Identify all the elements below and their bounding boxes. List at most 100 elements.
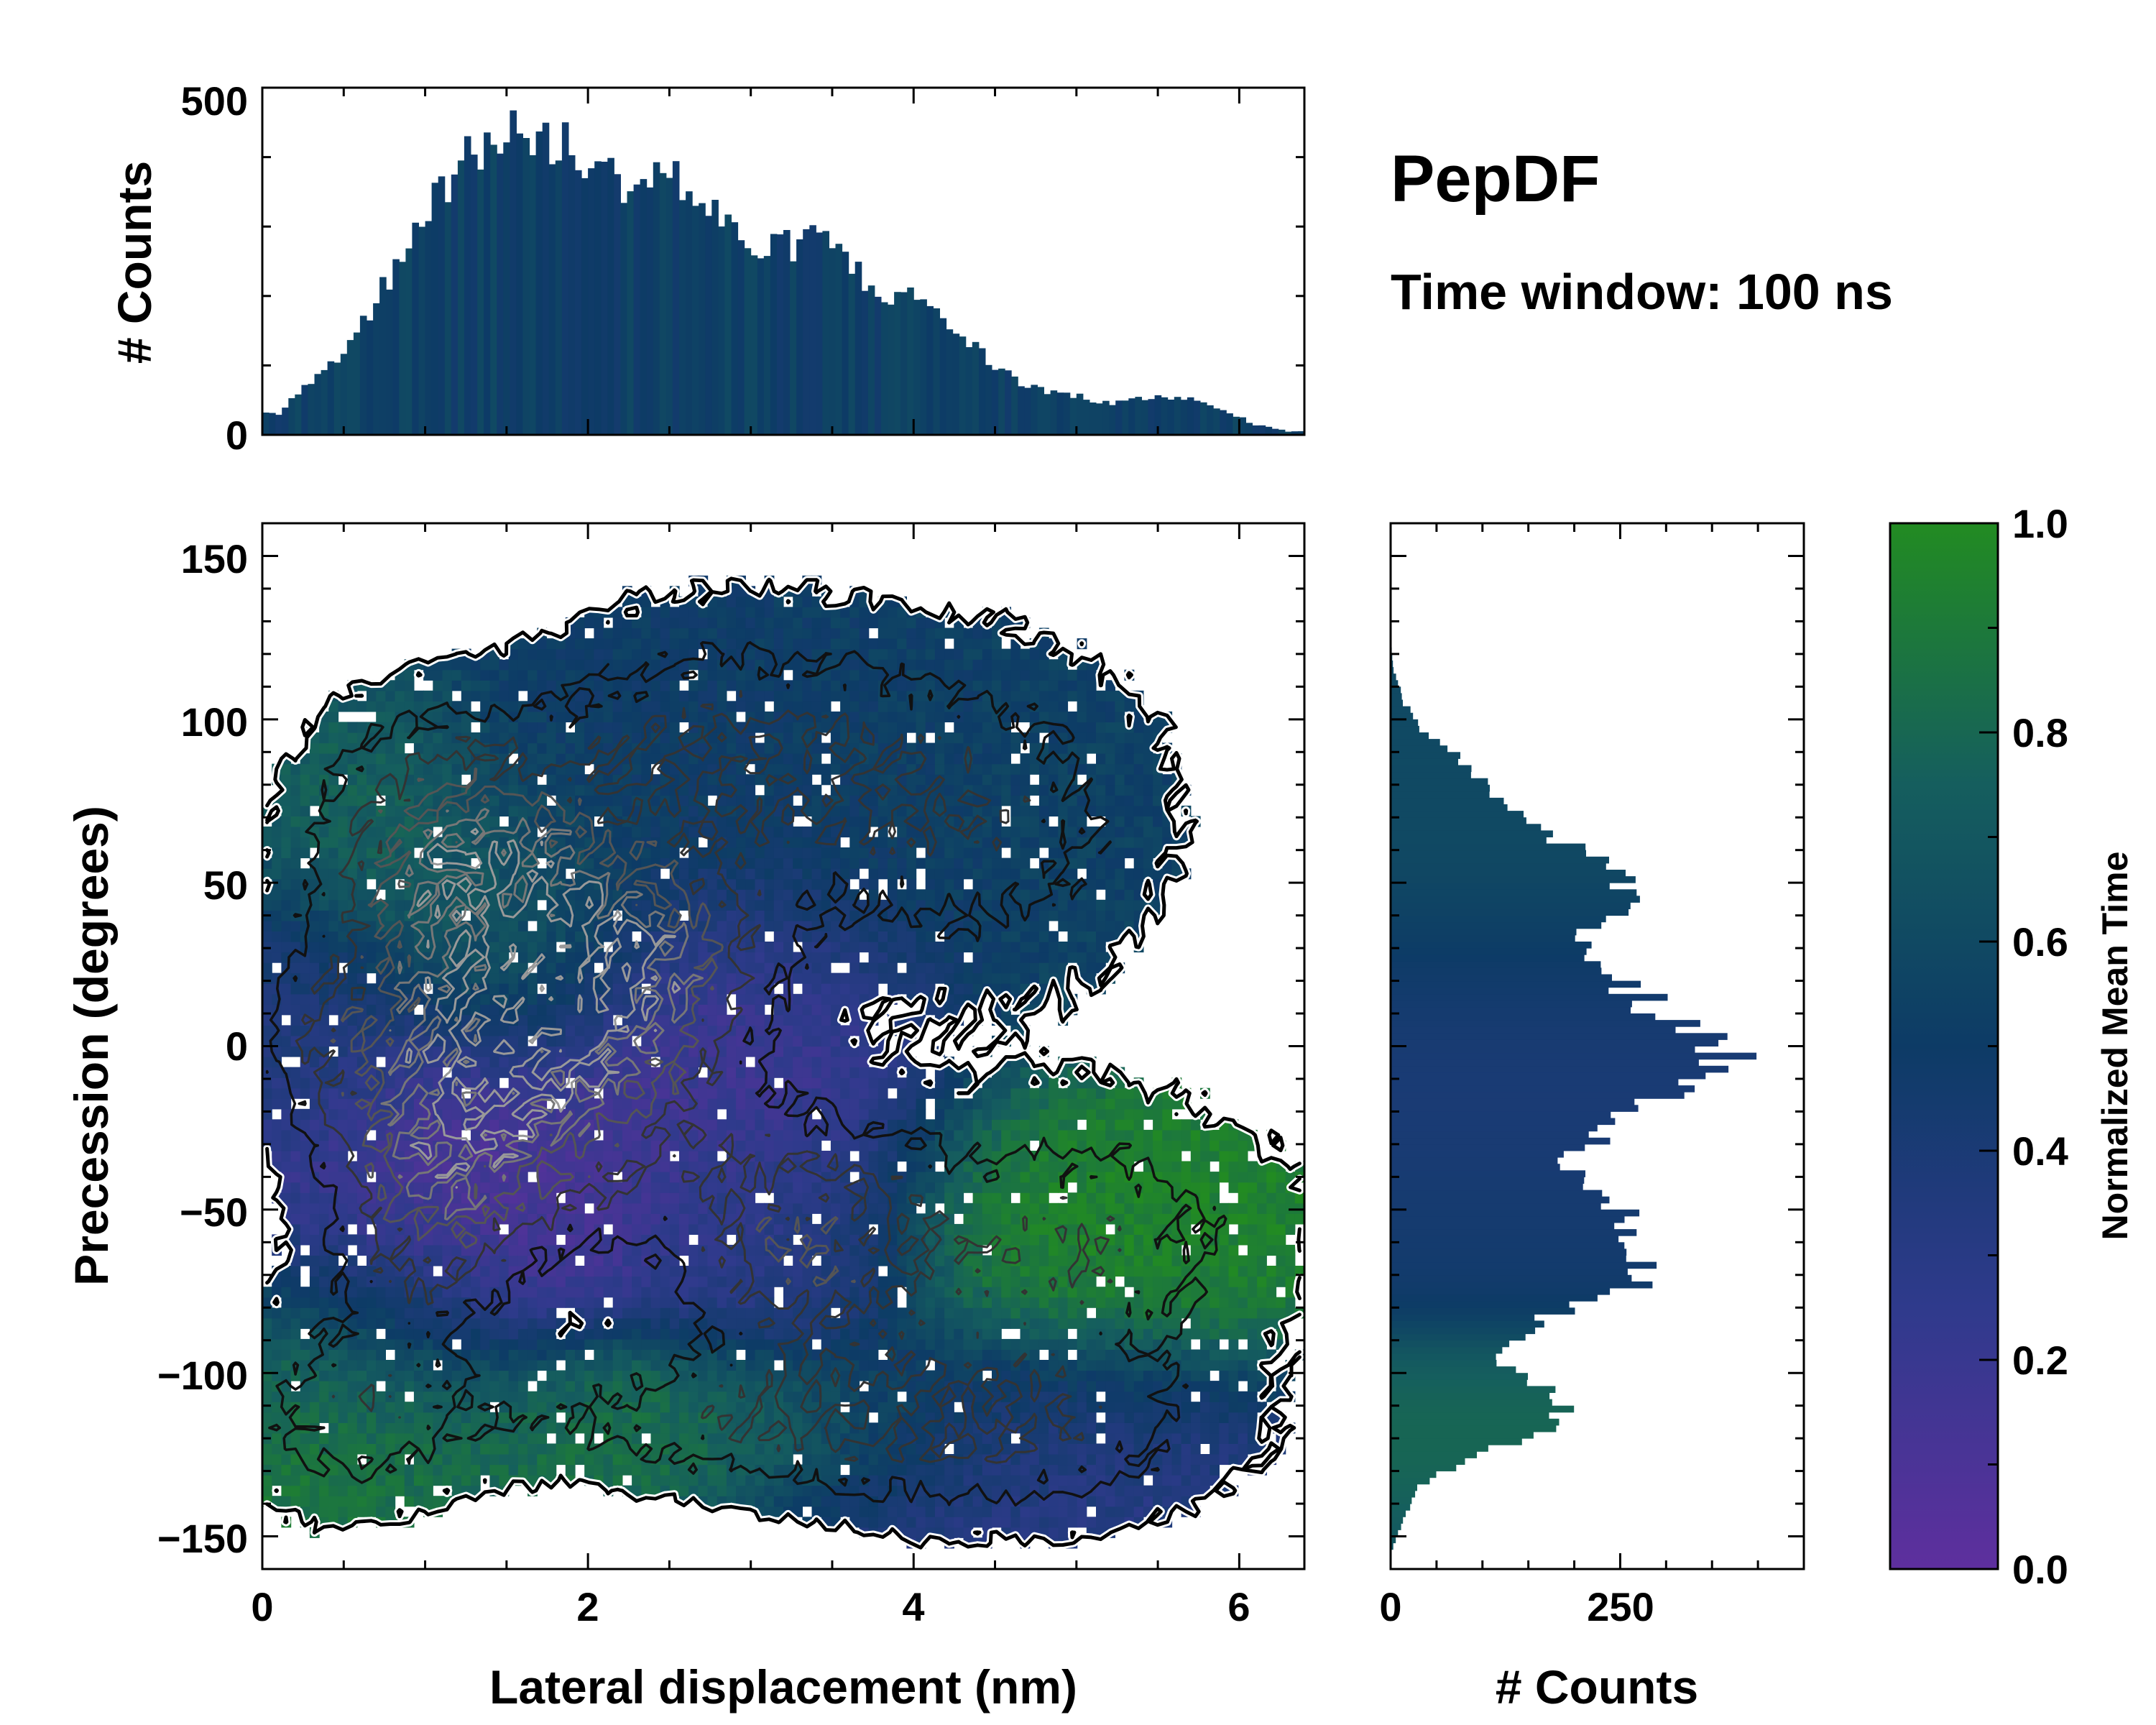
top-histogram-bar: [529, 155, 537, 435]
top-histogram-bar: [346, 340, 354, 435]
heatmap-cell: [565, 1276, 576, 1287]
heatmap-cell: [764, 1349, 775, 1361]
heatmap-cell: [272, 1119, 282, 1131]
heatmap-cell: [641, 1297, 652, 1308]
heatmap-cell: [925, 1192, 936, 1204]
heatmap-cell: [982, 1161, 992, 1172]
heatmap-cell: [356, 1276, 367, 1287]
heatmap-cell: [1010, 1370, 1021, 1381]
heatmap-cell: [290, 1297, 301, 1308]
heatmap-cell: [679, 1213, 689, 1225]
heatmap-cell: [1038, 1234, 1049, 1246]
heatmap-cell: [944, 1223, 954, 1235]
heatmap-cell: [859, 1317, 870, 1329]
heatmap-cell: [1143, 1202, 1153, 1214]
heatmap-cell: [669, 1223, 680, 1235]
heatmap-cell: [461, 1338, 471, 1350]
heatmap-cell: [499, 1412, 510, 1423]
heatmap-cell: [793, 1192, 803, 1204]
heatmap-cell: [849, 1025, 860, 1036]
heatmap-cell: [1001, 1276, 1011, 1287]
heatmap-cell: [480, 1317, 490, 1329]
heatmap-cell: [982, 1087, 992, 1099]
heatmap-cell: [594, 1255, 604, 1266]
heatmap-cell: [575, 1223, 585, 1235]
heatmap-cell: [413, 1496, 424, 1507]
top-histogram-bar: [601, 162, 608, 435]
heatmap-cell: [679, 1234, 689, 1246]
top-histogram-bar: [874, 296, 882, 435]
top-histogram-bar: [1220, 410, 1227, 435]
top-histogram-bar: [548, 164, 556, 435]
heatmap-cell: [707, 1129, 718, 1141]
heatmap-cell: [1219, 1151, 1230, 1162]
heatmap-cell: [1219, 1172, 1230, 1183]
heatmap-cell: [385, 1328, 396, 1340]
heatmap-cell: [1038, 1360, 1049, 1371]
heatmap-cell: [698, 1108, 709, 1120]
heatmap-cell: [622, 1098, 632, 1110]
heatmap-cell: [1086, 1276, 1097, 1287]
heatmap-cell: [972, 1338, 983, 1350]
heatmap-cell: [385, 1412, 396, 1423]
heatmap-cell: [376, 1391, 386, 1402]
heatmap-cell: [1086, 1119, 1097, 1131]
heatmap-cell: [840, 1255, 850, 1266]
heatmap-cell: [1238, 1370, 1248, 1381]
heatmap-cell: [594, 1464, 604, 1476]
heatmap-cell: [982, 1464, 992, 1476]
heatmap-cell: [1086, 1432, 1097, 1444]
heatmap-cell: [877, 1391, 888, 1402]
heatmap-cell: [1105, 1161, 1115, 1172]
heatmap-cell: [451, 1287, 462, 1298]
heatmap-cell: [1181, 1161, 1192, 1172]
heatmap-cell: [1105, 1192, 1115, 1204]
heatmap-cell: [707, 1140, 718, 1151]
heatmap-cell: [471, 1172, 481, 1183]
heatmap-cell: [272, 1307, 282, 1319]
heatmap-cell: [319, 1287, 329, 1298]
heatmap-cell: [1124, 1496, 1135, 1507]
heatmap-cell: [1038, 1266, 1049, 1277]
heatmap-cell: [859, 1454, 870, 1466]
top-histogram-bar: [262, 413, 270, 435]
heatmap-cell: [726, 1276, 737, 1287]
heatmap-cell: [726, 1297, 737, 1308]
heatmap-cell: [319, 1192, 329, 1204]
heatmap-cell: [290, 1276, 301, 1287]
heatmap-cell: [300, 1485, 310, 1496]
heatmap-cell: [1049, 1161, 1059, 1172]
heatmap-cell: [982, 1119, 992, 1131]
heatmap-cell: [698, 1370, 709, 1381]
heatmap-cell: [650, 1182, 661, 1193]
heatmap-cell: [849, 1108, 860, 1120]
heatmap-cell: [773, 1213, 784, 1225]
heatmap-cell: [897, 1057, 907, 1068]
heatmap-cell: [1029, 1328, 1040, 1340]
heatmap-cell: [992, 1328, 1002, 1340]
heatmap-cell: [556, 1297, 566, 1308]
heatmap-cell: [1115, 1182, 1125, 1193]
heatmap-cell: [1257, 1244, 1267, 1256]
heatmap-cell: [290, 1234, 301, 1246]
heatmap-cell: [906, 1328, 917, 1340]
heatmap-cell: [356, 1317, 367, 1329]
heatmap-cell: [1001, 1182, 1011, 1193]
heatmap-cell: [489, 1014, 500, 1026]
heatmap-cell: [877, 1223, 888, 1235]
heatmap-cell: [622, 1464, 632, 1476]
heatmap-cell: [916, 1464, 926, 1476]
heatmap-cell: [764, 1412, 775, 1423]
heatmap-cell: [1124, 1443, 1135, 1455]
heatmap-cell: [954, 1098, 964, 1110]
heatmap-cell: [594, 1338, 604, 1350]
heatmap-cell: [1086, 1412, 1097, 1423]
heatmap-cell: [300, 1496, 310, 1507]
heatmap-cell: [992, 1202, 1002, 1214]
heatmap-cell: [1219, 1266, 1230, 1277]
heatmap-cell: [764, 1391, 775, 1402]
heatmap-cell: [1086, 1496, 1097, 1507]
top-histogram-bar: [353, 332, 361, 435]
heatmap-cell: [1143, 1276, 1153, 1287]
heatmap-cell: [726, 1402, 737, 1413]
